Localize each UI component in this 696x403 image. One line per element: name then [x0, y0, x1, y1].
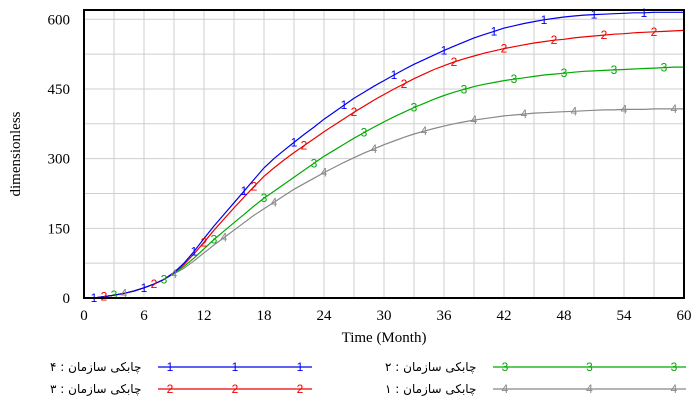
legend-entry: چابکی سازمان : ۴ 1 1 1: [50, 360, 312, 375]
series-marker: 3: [261, 191, 268, 205]
series-marker: 3: [361, 126, 368, 140]
series-marker: 4: [171, 267, 178, 281]
series-marker: 2: [101, 290, 108, 304]
legend-marker: 3: [502, 360, 509, 374]
y-tick-labels: 0 150 300 450 600: [48, 12, 71, 307]
legend-label: چابکی سازمان : ۲: [385, 360, 476, 375]
y-axis-label: dimensionless: [8, 111, 24, 196]
series-marker: 1: [491, 24, 498, 38]
series-marker: 3: [161, 272, 168, 286]
x-tick-labels: 0 6 12 18 24 30 36 42 48 54 60: [80, 308, 691, 324]
series-marker: 3: [661, 61, 668, 75]
series-marker: 3: [411, 101, 418, 115]
series-marker: 4: [571, 104, 578, 118]
series-marker: 4: [521, 107, 528, 121]
series-marker: 2: [451, 55, 458, 69]
series-marker: 3: [611, 63, 618, 77]
series-marker: 3: [511, 72, 518, 86]
x-tick-label: 48: [557, 308, 572, 324]
legend-entry: چابکی سازمان : ۲ 3 3 3: [385, 360, 686, 375]
series-marker: 4: [621, 102, 628, 116]
x-tick-label: 0: [80, 308, 88, 324]
legend-entry: چابکی سازمان : ۱ 4 4 4: [385, 382, 686, 397]
legend-marker: 2: [232, 382, 239, 396]
series-marker: 2: [501, 42, 508, 56]
series-marker: 2: [601, 28, 608, 42]
x-tick-label: 30: [377, 308, 392, 324]
y-tick-label: 600: [48, 12, 71, 28]
legend-entry: چابکی سازمان : ۳ 2 2 2: [50, 382, 312, 397]
series-marker: 3: [211, 232, 218, 246]
series-marker: 2: [401, 77, 408, 91]
y-tick-label: 300: [48, 152, 71, 168]
legend-marker: 2: [167, 382, 174, 396]
x-tick-label: 18: [257, 308, 272, 324]
series-line: [84, 11, 684, 299]
y-tick-label: 450: [48, 82, 71, 98]
series-marker: 4: [671, 102, 678, 116]
x-tick-label: 6: [140, 308, 148, 324]
series-marker: 3: [561, 66, 568, 80]
x-tick-label: 54: [617, 308, 633, 324]
legend-marker: 1: [167, 360, 174, 374]
series-marker: 3: [311, 156, 318, 170]
series-marker: 3: [461, 82, 468, 96]
plot-frame: [83, 9, 685, 299]
legend-label: چابکی سازمان : ۳: [50, 382, 141, 397]
legend-label: چابکی سازمان : ۱: [385, 382, 476, 397]
series-line: [84, 108, 684, 299]
legend-marker: 3: [671, 360, 678, 374]
x-tick-label: 24: [317, 308, 333, 324]
series-line: [84, 66, 684, 299]
x-axis-label: Time (Month): [342, 330, 427, 346]
series-marker: 1: [441, 43, 448, 57]
series-marker: 2: [551, 33, 558, 47]
series-marker: 1: [641, 6, 648, 20]
grid: [84, 10, 684, 298]
x-tick-label: 42: [497, 308, 512, 324]
series-marker: 4: [271, 195, 278, 209]
series-marker: 2: [301, 139, 308, 153]
series-marker: 1: [191, 245, 198, 259]
series-marker: 4: [221, 231, 228, 245]
series-marker: 2: [651, 25, 658, 39]
x-tick-label: 12: [197, 308, 212, 324]
series-marker: 1: [591, 8, 598, 22]
y-tick-label: 150: [48, 221, 71, 237]
series-marker: 4: [121, 286, 128, 300]
series-line: [84, 29, 685, 299]
legend-marker: 1: [232, 360, 239, 374]
legend-marker: 1: [297, 360, 304, 374]
legend-marker: 3: [586, 360, 593, 374]
legend-marker: 4: [671, 382, 678, 396]
series-marker: 2: [351, 105, 358, 119]
x-tick-label: 36: [437, 308, 453, 324]
series-marker: 4: [371, 142, 378, 156]
series-marker: 3: [111, 288, 118, 302]
series-marker: 1: [241, 184, 248, 198]
series-marker: 2: [151, 277, 158, 291]
series-marker: 1: [341, 98, 348, 112]
legend-marker: 4: [586, 382, 593, 396]
series-marker: 1: [541, 13, 548, 27]
series-marker: 1: [391, 68, 398, 82]
series-marker: 4: [471, 113, 478, 127]
series-marker: 4: [321, 166, 328, 180]
x-tick-label: 60: [677, 308, 692, 324]
series-marker: 4: [421, 124, 428, 138]
series-marker: 1: [291, 135, 298, 149]
plot-lines: [84, 11, 685, 299]
series-marker: 2: [251, 180, 258, 194]
legend-marker: 4: [502, 382, 509, 396]
series-marker: 2: [201, 235, 208, 249]
series-marker: 1: [141, 281, 148, 295]
y-tick-label: 0: [63, 291, 71, 307]
legend-label: چابکی سازمان : ۴: [50, 360, 141, 375]
legend-marker: 2: [297, 382, 304, 396]
